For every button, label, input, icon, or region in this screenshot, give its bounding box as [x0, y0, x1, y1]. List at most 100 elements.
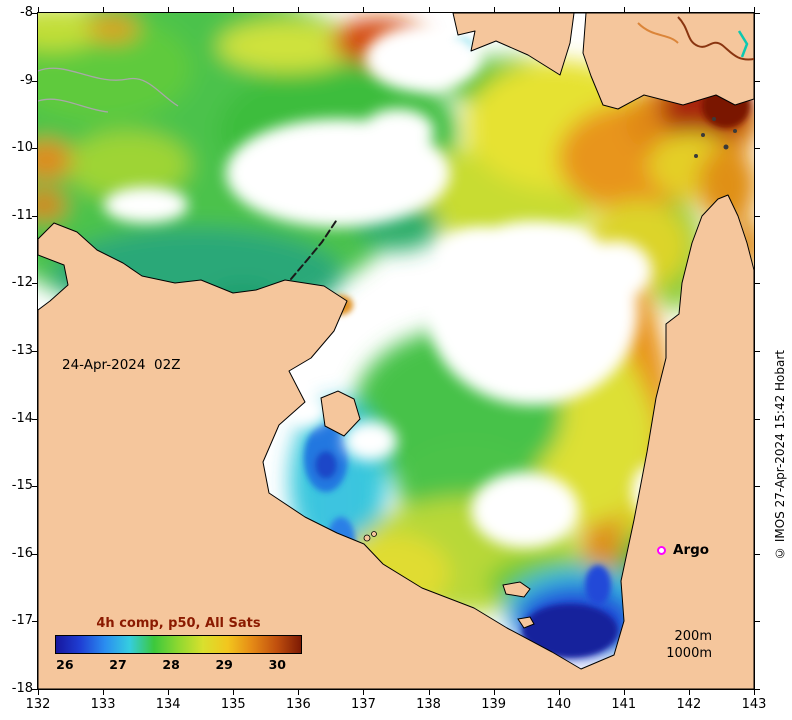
x-axis-tick-mark: [493, 690, 495, 695]
y-axis-tick-mark: [755, 351, 760, 352]
x-axis-tick-mark: [298, 690, 300, 695]
y-axis-tick-label: -16: [11, 545, 33, 561]
y-axis-tick-label: -18: [11, 681, 33, 696]
x-axis-tick-mark: [103, 7, 105, 12]
coastal-river: [737, 30, 749, 58]
argo-float-annotation: Argo: [657, 542, 709, 558]
x-axis-tick-mark: [233, 690, 235, 695]
y-axis-tick-mark: [755, 486, 760, 488]
depth-contour-label-1000m: 1000m: [666, 646, 712, 661]
groote-eylandt: [320, 390, 361, 437]
colorbar-tick-labels: 26 27 28 29 30: [55, 657, 302, 673]
x-axis-tick-label: 141: [611, 697, 637, 712]
x-axis-tick-label: 132: [25, 697, 51, 712]
argo-float-marker-icon: [657, 545, 666, 555]
y-axis-tick-mark: [32, 13, 37, 14]
x-axis-tick-mark: [38, 7, 39, 12]
colorbar-tick-label: 29: [215, 657, 233, 672]
colorbar-tick-label: 30: [268, 657, 286, 672]
x-axis-tick-mark: [363, 690, 365, 695]
y-axis-tick-mark: [755, 148, 760, 150]
x-axis-tick-label: 139: [481, 697, 507, 712]
date-time-label: 24-Apr-2024 02Z: [62, 357, 181, 373]
x-axis-tick-mark: [493, 7, 495, 12]
y-axis-tick-mark: [32, 621, 37, 623]
x-axis-tick-mark: [38, 690, 39, 695]
y-axis-tick-mark: [755, 689, 760, 690]
x-axis-tick-mark: [754, 690, 755, 695]
y-axis-tick-mark: [755, 553, 760, 555]
map-plot: 24-Apr-2024 02Z 4h comp, p50, All Sats 2…: [37, 12, 755, 690]
colorbar-title: 4h comp, p50, All Sats: [96, 616, 261, 631]
x-axis-tick-label: 143: [741, 697, 767, 712]
torres-strait-islands: [694, 117, 737, 158]
colorbar-tick-label: 27: [109, 657, 127, 672]
y-axis-tick-mark: [755, 283, 760, 285]
y-axis-tick-mark: [32, 215, 37, 217]
x-axis-tick-mark: [103, 690, 105, 695]
y-axis-tick-mark: [32, 148, 37, 150]
y-axis-tick-mark: [32, 689, 37, 690]
cloud-gap-layer: [104, 25, 668, 548]
colorbar-gradient: [55, 635, 302, 654]
x-axis-tick-mark: [754, 7, 755, 12]
y-axis-tick-mark: [755, 13, 760, 14]
argo-float-label: Argo: [673, 542, 710, 558]
x-axis-tick-label: 142: [676, 697, 702, 712]
y-axis-tick-label: -9: [20, 72, 33, 88]
x-axis-tick-mark: [233, 7, 235, 12]
y-axis-tick-mark: [755, 418, 760, 420]
x-axis-tick-label: 133: [90, 697, 116, 712]
x-axis-tick-mark: [688, 690, 690, 695]
attribution-sidebar: © IMOS 27-Apr-2024 15:42 Hobart: [769, 190, 791, 720]
y-axis-tick-label: -10: [11, 140, 33, 156]
x-axis-tick-mark: [168, 690, 170, 695]
x-axis-tick-label: 135: [220, 697, 246, 712]
sir-edward-pellew-islands: [363, 531, 377, 542]
x-axis-tick-label: 136: [285, 697, 311, 712]
colorbar-tick-label: 28: [162, 657, 180, 672]
x-axis-tick-label: 137: [351, 697, 376, 712]
wessel-islands: [290, 220, 337, 280]
x-axis-tick-mark: [168, 7, 170, 12]
mainland-australia: [38, 194, 754, 689]
y-axis-tick-mark: [32, 283, 37, 285]
y-axis-tick-mark: [32, 553, 37, 555]
y-axis-tick-label: -8: [20, 5, 33, 20]
x-axis-tick-mark: [428, 7, 430, 12]
y-axis-tick-label: -15: [11, 478, 33, 494]
x-axis-tick-mark: [623, 690, 625, 695]
y-axis-tick-mark: [32, 80, 37, 82]
fly-river: [677, 16, 754, 61]
y-axis-tick-mark: [755, 621, 760, 623]
colorbar-tick-label: 26: [56, 657, 74, 672]
river-tributary: [637, 22, 679, 44]
y-axis-tick-mark: [32, 486, 37, 488]
depth-contour-label-200m: 200m: [674, 629, 712, 644]
x-axis-tick-mark: [623, 7, 625, 12]
y-axis-tick-label: -17: [11, 613, 33, 629]
x-axis-tick-mark: [558, 7, 560, 12]
bentinck-island: [517, 616, 535, 629]
y-axis-tick-mark: [32, 418, 37, 420]
y-axis-tick-label: -11: [11, 207, 33, 223]
depth-contour-legend: 200m 1000m: [612, 628, 712, 662]
bathymetry-contours: [38, 67, 179, 113]
y-axis-tick-mark: [755, 215, 760, 217]
x-axis-tick-mark: [688, 7, 690, 12]
y-axis-tick-label: -14: [11, 410, 33, 426]
mornington-island: [502, 581, 531, 598]
sst-map-canvas: [38, 13, 754, 689]
y-axis-tick-mark: [755, 80, 760, 82]
x-axis-tick-label: 138: [416, 697, 441, 712]
new-guinea: [452, 13, 754, 110]
attribution-text: © IMOS 27-Apr-2024 15:42 Hobart: [773, 350, 787, 560]
x-axis-tick-label: 140: [546, 697, 572, 712]
y-axis-tick-label: -13: [11, 343, 33, 358]
x-axis-tick-mark: [298, 7, 300, 12]
y-axis-tick-label: -12: [11, 275, 33, 291]
x-axis-tick-mark: [363, 7, 365, 12]
x-axis-tick-mark: [558, 690, 560, 695]
y-axis-tick-mark: [32, 351, 37, 352]
